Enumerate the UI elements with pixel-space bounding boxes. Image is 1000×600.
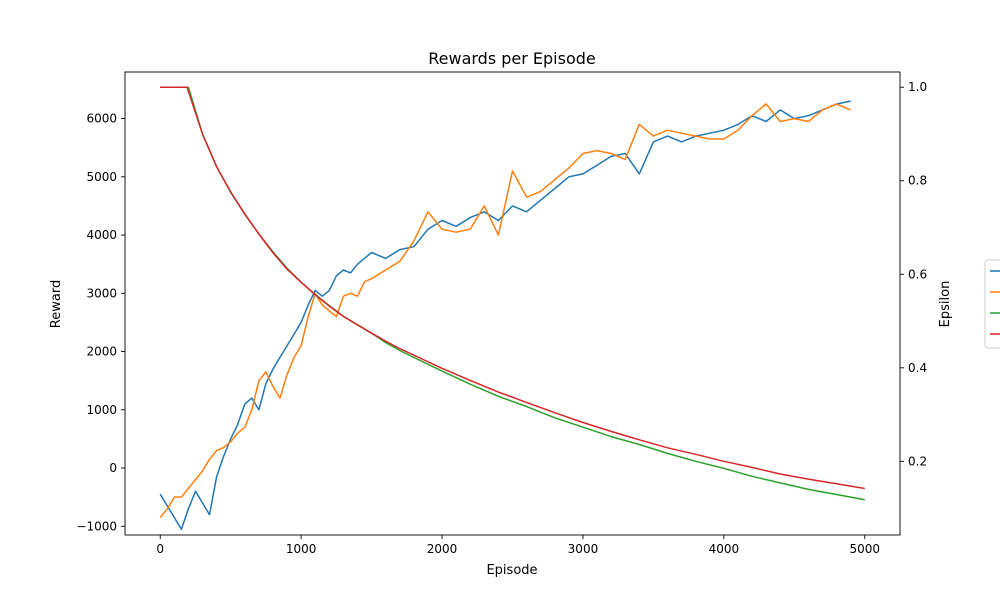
chart-title: Rewards per Episode — [428, 49, 596, 68]
y-tick-label: 2000 — [86, 345, 117, 359]
x-tick-label: 5000 — [849, 542, 880, 556]
x-tick-label: 4000 — [709, 542, 740, 556]
y2-tick-label: 1.0 — [908, 80, 927, 94]
y-axis-label: Reward — [49, 280, 64, 328]
y2-tick-label: 0.2 — [908, 454, 927, 468]
x-tick-label: 0 — [156, 542, 164, 556]
y-tick-label: 6000 — [86, 112, 117, 126]
y-tick-label: −1000 — [76, 519, 117, 533]
y2-tick-label: 0.4 — [908, 361, 927, 375]
x-tick-label: 3000 — [568, 542, 599, 556]
y-tick-label: 4000 — [86, 228, 117, 242]
legend — [984, 259, 1000, 349]
x-tick-label: 1000 — [286, 542, 317, 556]
series-line-2 — [159, 103, 851, 518]
y2-axis-label: Epsilon — [938, 281, 953, 328]
series-line-4 — [160, 86, 865, 490]
y2-tick-label: 0.6 — [908, 267, 927, 281]
plot-area: 0 1000 2000 3000 4000 5000 −1000 0 1000 2000 3000 4… — [76, 71, 927, 556]
y-tick-label: 0 — [109, 461, 117, 475]
y-tick-label: 1000 — [86, 403, 117, 417]
series-group — [159, 86, 865, 530]
series-line-3 — [160, 86, 865, 501]
y2-tick-label: 0.8 — [908, 174, 927, 188]
x-axis-label: Episode — [486, 563, 537, 578]
series-line-1 — [159, 100, 851, 530]
y-tick-label: 5000 — [86, 170, 117, 184]
x-tick-label: 2000 — [427, 542, 458, 556]
y-tick-label: 3000 — [86, 286, 117, 300]
legend-box — [984, 259, 1000, 349]
axes-frame — [124, 71, 901, 536]
